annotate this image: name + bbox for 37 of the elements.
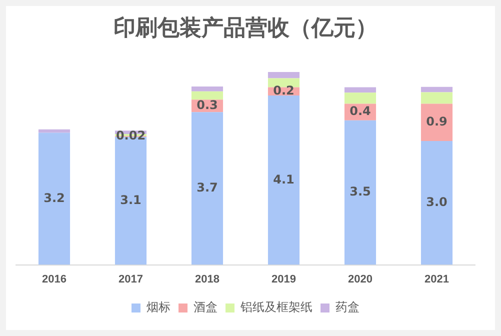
bar — [344, 120, 376, 265]
x-tick-label: 2018 — [195, 273, 220, 286]
bar — [268, 78, 300, 88]
data-label: 0.3 — [196, 98, 218, 112]
data-label: 3.2 — [44, 190, 65, 205]
bar — [344, 92, 376, 104]
x-tick-label: 2016 — [42, 273, 66, 286]
data-label: 3.7 — [196, 180, 218, 195]
data-label: 0.4 — [350, 104, 371, 118]
bar — [420, 140, 453, 265]
legend-label: 药盒 — [336, 300, 360, 314]
data-label: 4.1 — [273, 172, 294, 186]
bar — [38, 129, 70, 133]
bar — [191, 91, 224, 100]
legend-label: 烟标 — [146, 300, 170, 314]
bar — [191, 86, 224, 92]
bar — [268, 72, 300, 78]
x-tick-label: 2020 — [348, 273, 372, 286]
data-label: 0.2 — [273, 84, 294, 98]
x-tick-label: 2019 — [272, 273, 296, 286]
data-label: 3.5 — [350, 184, 371, 199]
bar — [420, 86, 453, 92]
data-label: 0.9 — [426, 114, 448, 129]
legend-label: 酒盒 — [194, 300, 218, 314]
bar — [268, 96, 300, 265]
x-tick-label: 2021 — [424, 273, 449, 286]
bar — [420, 92, 453, 104]
legend-label: 铝纸及框架纸 — [240, 300, 312, 314]
data-label: 0.02 — [116, 128, 146, 143]
data-label: 3.0 — [426, 195, 448, 210]
x-tick-label: 2017 — [118, 273, 143, 286]
data-label: 3.1 — [120, 192, 142, 207]
bar — [344, 87, 376, 93]
bar — [38, 132, 70, 265]
chart-title: 印刷包装产品营收（亿元） — [114, 14, 378, 41]
bar — [420, 104, 453, 141]
bar — [191, 112, 224, 265]
